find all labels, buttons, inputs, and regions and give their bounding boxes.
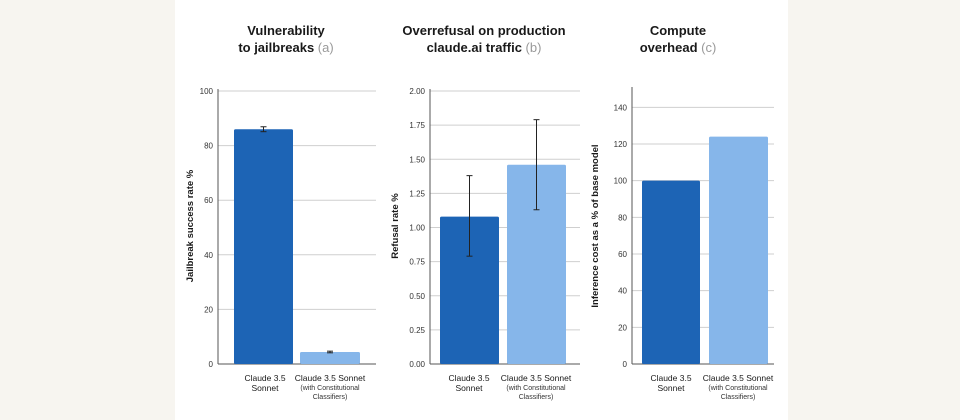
bar-base-model — [642, 180, 700, 364]
chart-title-line: claude.ai traffic (b) — [427, 40, 542, 55]
x-category-label: Claude 3.5 Sonnet — [703, 373, 774, 383]
chart-title-line: Vulnerability — [247, 23, 325, 38]
chart-title-line: Compute — [650, 23, 706, 38]
chart-title-tag: (b) — [522, 40, 542, 55]
x-category-label: Claude 3.5 — [448, 373, 489, 383]
x-category-sublabel: (with Constitutional — [300, 385, 360, 392]
y-axis-label: Inference cost as a % of base model — [590, 144, 601, 307]
y-tick-label: 2.00 — [409, 87, 425, 96]
y-tick-label: 1.50 — [409, 155, 425, 164]
y-tick-label: 60 — [618, 250, 627, 259]
y-tick-label: 40 — [204, 251, 213, 260]
chart-panel-1: Overrefusal on production claude.ai traff… — [390, 23, 580, 401]
x-category-label: Claude 3.5 — [650, 373, 691, 383]
y-tick-label: 100 — [200, 87, 214, 96]
x-category-label: Sonnet — [658, 383, 686, 393]
bar-base-model — [440, 216, 499, 364]
y-tick-label: 0.50 — [409, 292, 425, 301]
chart-panel-0: Vulnerability to jailbreaks (a) 0 20 40 60 80 1… — [185, 23, 376, 401]
bar-with-classifiers — [300, 351, 360, 364]
x-category-sublabel: Classifiers) — [519, 394, 554, 401]
chart-panel-2: Compute overhead (c) 0 20 40 60 80 100 120 140 Inf… — [590, 23, 774, 401]
y-tick-label: 1.00 — [409, 224, 425, 233]
bar-base-model — [234, 129, 293, 364]
chart-title-line: Overrefusal on production — [402, 23, 565, 38]
x-category-label: Sonnet — [456, 383, 484, 393]
x-category-label: Claude 3.5 Sonnet — [501, 373, 572, 383]
y-axis-label: Refusal rate % — [390, 193, 401, 259]
y-tick-label: 60 — [204, 196, 213, 205]
y-tick-label: 0.00 — [409, 360, 425, 369]
y-tick-label: 1.25 — [409, 189, 425, 198]
y-tick-label: 20 — [618, 323, 627, 332]
y-tick-label: 20 — [204, 305, 213, 314]
y-tick-label: 0 — [623, 360, 628, 369]
chart-title-line: overhead (c) — [640, 40, 717, 55]
y-tick-label: 120 — [614, 140, 628, 149]
y-tick-label: 1.75 — [409, 121, 425, 130]
y-tick-label: 40 — [618, 287, 627, 296]
y-tick-label: 100 — [614, 177, 628, 186]
x-category-label: Claude 3.5 — [244, 373, 285, 383]
bar-with-classifiers — [709, 136, 768, 364]
y-tick-label: 80 — [204, 142, 213, 151]
chart-title-tag: (c) — [698, 40, 717, 55]
chart-title-tag: (a) — [314, 40, 334, 55]
y-axis-label: Jailbreak success rate % — [185, 169, 196, 282]
x-category-sublabel: Classifiers) — [721, 394, 756, 401]
y-tick-label: 0.75 — [409, 258, 425, 267]
x-category-label: Sonnet — [252, 383, 280, 393]
bar-with-classifiers — [507, 164, 566, 364]
x-category-sublabel: (with Constitutional — [708, 385, 768, 392]
y-tick-label: 80 — [618, 213, 627, 222]
y-tick-label: 0.25 — [409, 326, 425, 335]
y-tick-label: 0 — [209, 360, 214, 369]
x-category-label: Claude 3.5 Sonnet — [295, 373, 366, 383]
y-tick-label: 140 — [614, 103, 628, 112]
x-category-sublabel: (with Constitutional — [506, 385, 566, 392]
x-category-sublabel: Classifiers) — [313, 394, 348, 401]
chart-title-line: to jailbreaks (a) — [238, 40, 333, 55]
